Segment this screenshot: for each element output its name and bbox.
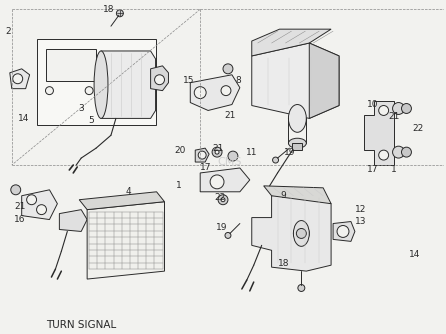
Polygon shape — [195, 148, 209, 162]
Text: 21: 21 — [212, 144, 224, 153]
Circle shape — [379, 150, 388, 160]
Circle shape — [298, 285, 305, 292]
Circle shape — [194, 87, 206, 99]
Text: 8: 8 — [235, 76, 241, 85]
Text: 14: 14 — [409, 250, 420, 259]
Circle shape — [27, 195, 37, 205]
Text: 14: 14 — [18, 114, 29, 123]
Text: 2: 2 — [5, 27, 11, 36]
Polygon shape — [87, 202, 165, 279]
Text: 17: 17 — [200, 163, 212, 172]
Polygon shape — [46, 49, 96, 81]
Text: 17: 17 — [367, 165, 379, 174]
Circle shape — [37, 205, 46, 215]
Polygon shape — [333, 221, 355, 241]
Polygon shape — [293, 143, 302, 150]
Text: 4: 4 — [126, 187, 132, 196]
Ellipse shape — [94, 51, 108, 119]
Text: 22: 22 — [215, 193, 226, 202]
Circle shape — [379, 106, 388, 116]
Polygon shape — [309, 43, 339, 119]
Circle shape — [228, 151, 238, 161]
Text: 19: 19 — [216, 223, 228, 232]
Polygon shape — [101, 51, 156, 119]
Polygon shape — [364, 101, 393, 165]
Text: 13: 13 — [355, 217, 367, 226]
Polygon shape — [252, 43, 339, 119]
Circle shape — [85, 87, 93, 95]
Circle shape — [401, 147, 411, 157]
Text: 19: 19 — [284, 148, 295, 157]
Circle shape — [212, 147, 222, 157]
Text: 20: 20 — [175, 146, 186, 155]
Text: 15: 15 — [182, 76, 194, 85]
Circle shape — [273, 157, 279, 163]
Circle shape — [221, 198, 225, 202]
Polygon shape — [22, 190, 58, 219]
Polygon shape — [59, 210, 87, 231]
Ellipse shape — [289, 138, 306, 148]
Polygon shape — [37, 39, 156, 125]
Circle shape — [210, 175, 224, 189]
Polygon shape — [252, 29, 331, 56]
Circle shape — [225, 232, 231, 238]
Circle shape — [401, 104, 411, 114]
Circle shape — [155, 75, 165, 85]
Text: 21: 21 — [14, 202, 25, 211]
Polygon shape — [190, 75, 240, 111]
Polygon shape — [10, 69, 29, 89]
Text: 10: 10 — [367, 100, 379, 109]
Circle shape — [45, 87, 54, 95]
Circle shape — [198, 151, 206, 159]
Text: 12: 12 — [355, 205, 367, 214]
Text: TURN SIGNAL: TURN SIGNAL — [46, 320, 117, 330]
Text: 1: 1 — [391, 165, 396, 174]
Ellipse shape — [289, 105, 306, 132]
Circle shape — [11, 185, 21, 195]
Text: 21: 21 — [224, 111, 235, 120]
Polygon shape — [252, 192, 331, 271]
Polygon shape — [151, 66, 169, 91]
Text: 9: 9 — [281, 191, 286, 200]
Ellipse shape — [293, 220, 309, 246]
Text: 22: 22 — [413, 124, 424, 133]
Polygon shape — [200, 168, 250, 192]
Circle shape — [221, 86, 231, 96]
Circle shape — [223, 64, 233, 74]
Polygon shape — [264, 186, 331, 204]
Text: 16: 16 — [14, 215, 25, 224]
Text: 18: 18 — [103, 5, 115, 14]
Circle shape — [116, 10, 124, 17]
Circle shape — [392, 103, 405, 115]
Circle shape — [337, 225, 349, 237]
Circle shape — [293, 225, 309, 241]
Text: 1: 1 — [175, 181, 181, 190]
Circle shape — [297, 228, 306, 238]
Text: 3: 3 — [78, 104, 84, 113]
Text: CMS: CMS — [218, 157, 242, 167]
Text: 5: 5 — [88, 116, 94, 125]
Text: 11: 11 — [246, 148, 257, 157]
Circle shape — [13, 74, 23, 84]
Circle shape — [215, 150, 219, 154]
Polygon shape — [79, 192, 165, 210]
Text: 21: 21 — [388, 112, 399, 121]
Circle shape — [392, 146, 405, 158]
Circle shape — [218, 195, 228, 205]
Text: 18: 18 — [278, 259, 289, 268]
